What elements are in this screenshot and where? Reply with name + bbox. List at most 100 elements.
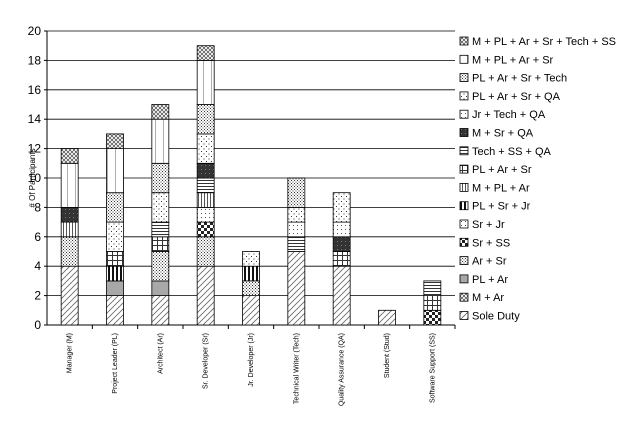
- bar-segment: [151, 280, 170, 296]
- bar-segment: [106, 251, 124, 267]
- bar-segment: [196, 162, 215, 179]
- y-tick-label: 4: [34, 259, 41, 273]
- bar-segment: [423, 280, 442, 296]
- bar-segment: [287, 221, 306, 238]
- legend-label: Ar + Sr: [472, 256, 507, 268]
- bar-segment: [242, 280, 260, 296]
- legend-label: PL + Ar + Sr + QA: [472, 91, 561, 103]
- legend-swatch: [459, 128, 469, 137]
- bar-segment: [106, 265, 124, 282]
- legend-label: M + Ar: [472, 292, 504, 304]
- legend-swatch: [459, 292, 469, 302]
- bar-segment: [332, 221, 351, 238]
- x-tick-label: Software Support (SS): [429, 333, 436, 403]
- y-tick-label: 14: [28, 112, 42, 126]
- bar-segment: [60, 206, 79, 223]
- bar-segment: [196, 265, 215, 326]
- legend-swatch: [459, 73, 469, 82]
- y-tick-label: 2: [34, 289, 41, 303]
- legend-swatch: [459, 219, 469, 229]
- bar-segment: [151, 162, 170, 194]
- bar-segment: [196, 45, 215, 61]
- legend-label: M + Sr + QA: [472, 128, 534, 140]
- bar-segment: [196, 236, 215, 267]
- y-tick-label: 6: [34, 230, 41, 244]
- bar-segment: [242, 251, 260, 267]
- legend-swatch: [459, 274, 469, 284]
- bar-segment: [287, 206, 306, 223]
- bar-segment: [332, 265, 351, 326]
- legend-label: Sole Duty: [472, 311, 520, 323]
- x-tick-label: Architect (Ar): [157, 333, 164, 374]
- x-tick-label: Sr. Developer (Sr): [203, 333, 210, 389]
- bar-segment: [106, 192, 124, 223]
- y-tick-label: 8: [34, 200, 41, 214]
- bar-segment: [60, 162, 79, 208]
- bar-segment: [332, 192, 351, 223]
- legend: M + PL + Ar + Sr + Tech + SS M + PL + Ar …: [459, 36, 616, 323]
- bar-segment: [423, 309, 442, 326]
- bar-segment: [196, 192, 215, 208]
- bar-segment: [151, 118, 170, 164]
- legend-swatch: [459, 109, 469, 119]
- bar-segment: [287, 177, 306, 208]
- bar-segment: [287, 236, 306, 252]
- bar-segment: [151, 236, 170, 252]
- bar-segment: [196, 133, 215, 164]
- y-tick-label: 16: [28, 83, 42, 97]
- legend-label: PL + Ar: [472, 274, 508, 286]
- bar-segment: [60, 221, 79, 238]
- legend-swatch: [459, 36, 469, 46]
- y-axis-label: # Of Participants: [28, 148, 37, 207]
- legend-swatch: [459, 182, 469, 192]
- y-tick-label: 10: [28, 171, 42, 185]
- bar-segment: [196, 60, 215, 105]
- bar-segment: [60, 148, 79, 164]
- legend-swatch: [459, 164, 469, 174]
- x-tick-label: Project Leader (PL): [112, 333, 119, 394]
- x-tick-label: Jr. Developer (Jr): [248, 333, 255, 387]
- legend-label: PL + Ar + Sr + Tech: [472, 73, 567, 85]
- legend-swatch: [459, 201, 469, 211]
- bar-segment: [196, 104, 215, 135]
- y-tick-labels: 0 2 4 6 8 10 12 14 16 18 20: [28, 24, 42, 332]
- bar-segment: [196, 206, 215, 223]
- bar-segment: [106, 148, 124, 194]
- legend-swatch: [459, 256, 469, 266]
- legend-label: PL + Sr + Jr: [472, 201, 531, 213]
- legend-label: Tech + SS + QA: [472, 146, 552, 158]
- bar-segment: [60, 265, 79, 326]
- legend-label: Sr + SS: [472, 237, 510, 249]
- bar-segment: [196, 177, 215, 194]
- legend-label: M + PL + Ar: [472, 182, 530, 194]
- bar-segment: [196, 221, 215, 238]
- bar-segment: [151, 192, 170, 223]
- bar-segment: [106, 221, 124, 252]
- y-tick-label: 18: [28, 53, 42, 67]
- bar-segment: [151, 221, 170, 238]
- bar-segment: [151, 295, 170, 326]
- y-tick-label: 12: [28, 142, 42, 156]
- x-tick-label: Technical Writer (Tech): [293, 333, 300, 404]
- bar-segment: [106, 280, 124, 296]
- bar-segment: [378, 309, 396, 326]
- x-tick-label: Student (Stud): [384, 333, 391, 378]
- legend-swatch: [459, 54, 469, 64]
- bar-segment: [423, 295, 442, 311]
- x-tick-label: Quality Assurance (QA): [339, 333, 346, 406]
- bar-segment: [151, 251, 170, 282]
- y-tick-label: 20: [28, 24, 42, 38]
- y-tick-label: 0: [34, 318, 41, 332]
- bar-segment: [287, 251, 306, 326]
- bar-segment: [60, 236, 79, 267]
- x-tick-label: Manager (M): [67, 333, 74, 373]
- legend-swatch: [459, 237, 469, 247]
- legend-label: Sr + Jr: [472, 219, 505, 231]
- legend-label: M + PL + Ar + Sr: [472, 54, 554, 66]
- bars: [60, 45, 442, 326]
- legend-label: PL + Ar + Sr: [472, 164, 532, 176]
- legend-swatch: [459, 146, 469, 156]
- legend-swatch: [459, 91, 469, 101]
- legend-label: Jr + Tech + QA: [472, 109, 546, 121]
